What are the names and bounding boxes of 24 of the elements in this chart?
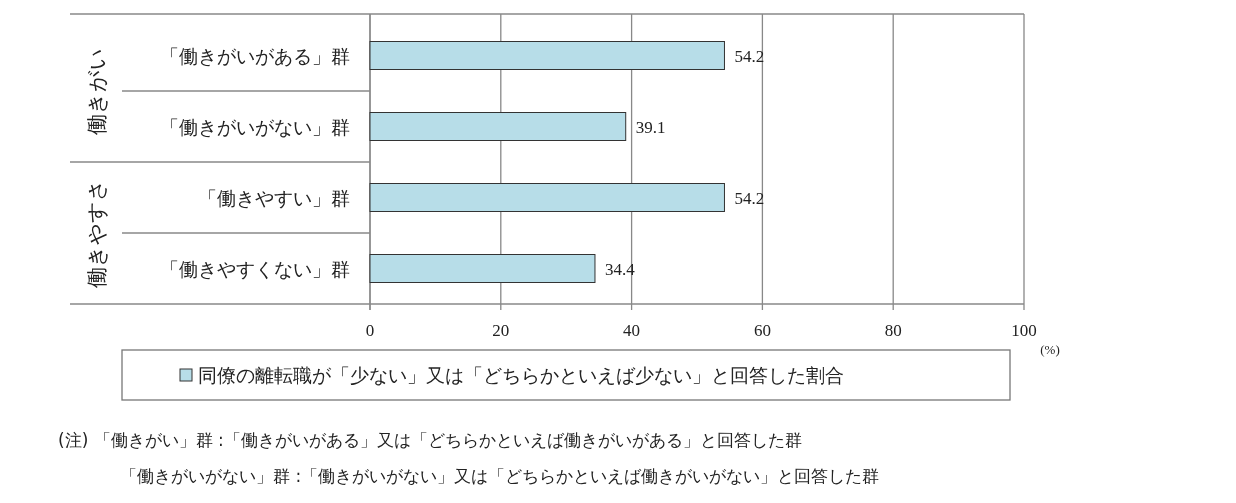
bar: [369, 41, 725, 70]
legend-label: 同僚の離転職が「少ない」又は「どちらかといえば少ない」と回答した割合: [198, 364, 844, 386]
y-tick-label: 「働きがいがある」群: [160, 44, 350, 67]
x-tick-label: 60: [753, 321, 771, 340]
y-tick-label: 「働きがいがない」群: [160, 115, 350, 138]
text: 働きがい: [85, 47, 109, 135]
bar: [369, 112, 627, 141]
bar: [369, 183, 725, 212]
y-tick-label: 「働きやすくない」群: [160, 257, 350, 280]
text: 働きやすさ: [85, 178, 109, 288]
data-label: 34.4: [604, 259, 636, 279]
data-label: 54.2: [734, 188, 765, 208]
x-tick-label: 0: [365, 321, 375, 340]
bar: [369, 254, 596, 283]
data-label: 54.2: [734, 46, 765, 66]
text: (注) 「働きがい」群 :「働きがいがある」又は「どちらかといえば働きがいがある」と回答した群: [58, 430, 802, 450]
x-tick-label: 80: [884, 321, 902, 340]
x-tick-label: 100: [1011, 321, 1037, 340]
x-tick-label: 20: [492, 321, 510, 340]
y-tick-label: 「働きやすい」群: [198, 186, 350, 209]
x-tick-label: 40: [623, 321, 641, 340]
data-label: 39.1: [635, 117, 666, 137]
x-axis-title: (%): [1040, 342, 1060, 357]
text: 「働きがいがない」群 :「働きがいがない」又は「どちらかといえば働きがいがない」と回答した群: [120, 466, 880, 486]
